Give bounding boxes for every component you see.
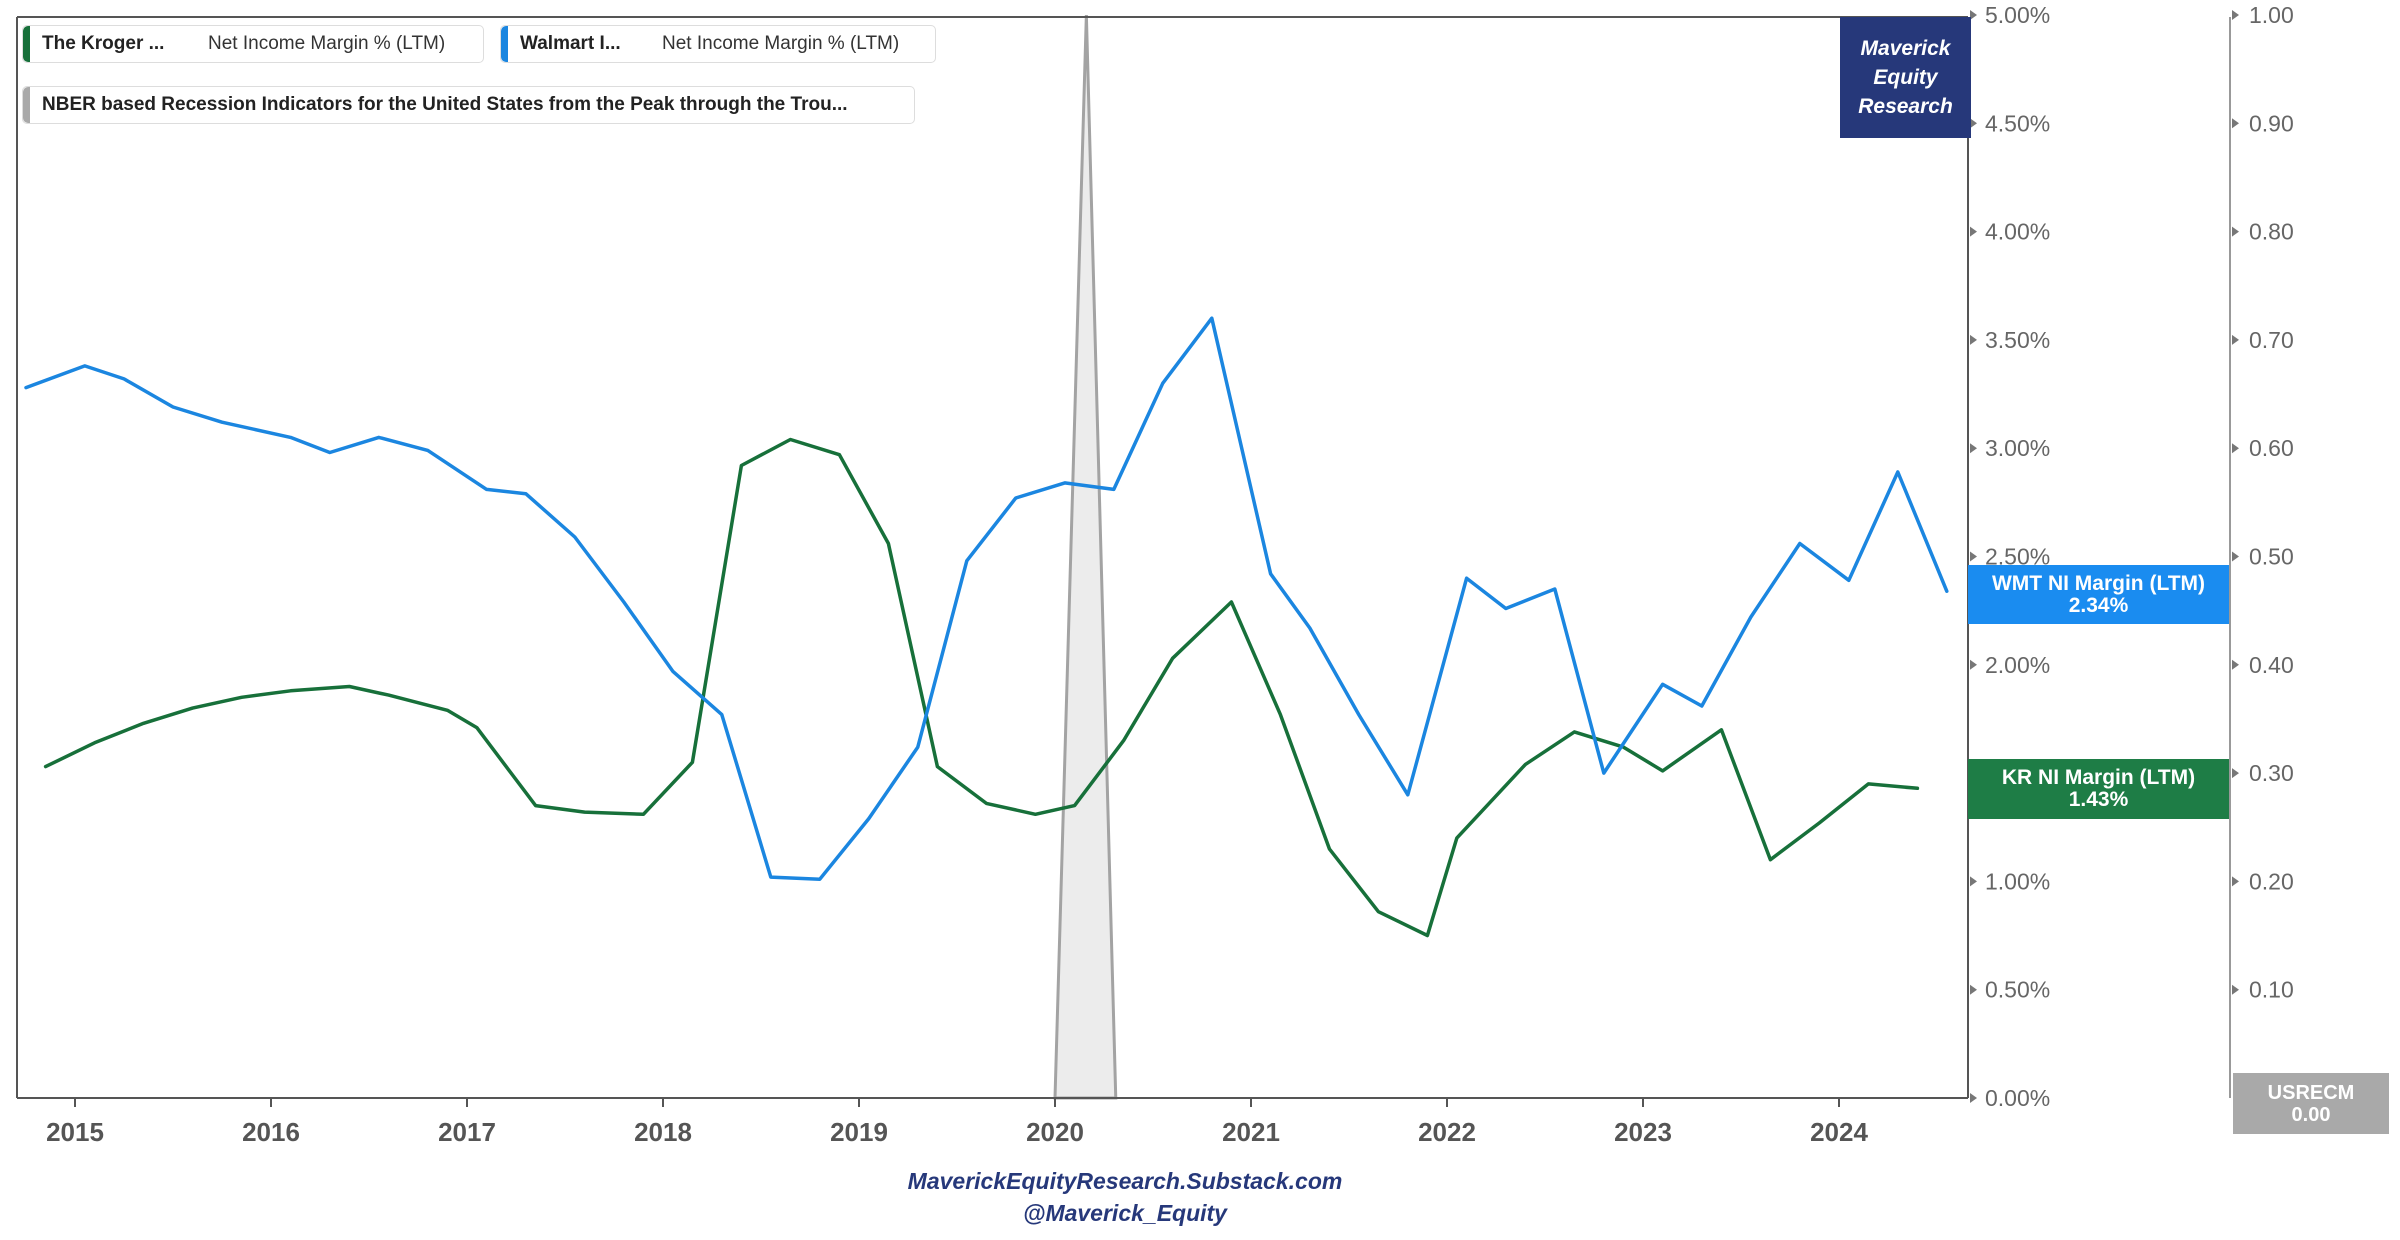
- x-tick-label: 2016: [242, 1117, 300, 1147]
- right-tick-mark: [2232, 443, 2239, 454]
- right-tick-label: 0.20: [2249, 868, 2294, 894]
- x-tick-label: 2022: [1418, 1117, 1476, 1147]
- right-tick-mark: [2232, 10, 2239, 20]
- x-tick-label: 2017: [438, 1117, 496, 1147]
- axes: 2015 2016 2017 2018 2019 2020 2021 2022 2023 2024…: [16, 2, 2294, 1147]
- recession-shading: [1053, 14, 1118, 1100]
- brand-line: Equity: [1873, 66, 1938, 89]
- legend-swatch-walmart: [501, 26, 508, 62]
- left-tick-mark: [1970, 226, 1977, 237]
- right-tick-mark: [2232, 984, 2239, 995]
- left-tick-label: 3.50%: [1985, 327, 2050, 353]
- legend-series-name: NBER based Recession Indicators for the …: [42, 94, 848, 115]
- left-tick-mark: [1970, 443, 1977, 454]
- legend-item-walmart[interactable]: Walmart I... Net Income Margin % (LTM): [500, 25, 936, 63]
- right-tick-label: 0.60: [2249, 435, 2294, 461]
- x-tick-label: 2020: [1026, 1117, 1084, 1147]
- right-tick-label: 0.40: [2249, 652, 2294, 678]
- right-tick-label: 0.30: [2249, 760, 2294, 786]
- x-tick-label: 2021: [1222, 1117, 1280, 1147]
- footer-site: MaverickEquityResearch.Substack.com: [907, 1168, 1343, 1194]
- x-tick-label: 2024: [1810, 1117, 1868, 1147]
- left-tick-label: 0.00%: [1985, 1085, 2050, 1111]
- footer-handle: @Maverick_Equity: [1023, 1200, 1227, 1226]
- legend-metric-name: Net Income Margin % (LTM): [208, 33, 446, 54]
- left-tick-mark: [1970, 334, 1977, 345]
- left-tick-label: 4.00%: [1985, 219, 2050, 245]
- walmart-line: [24, 316, 1949, 881]
- kr-tag-value: 1.43%: [2068, 788, 2129, 811]
- left-tick-label: 1.00%: [1985, 868, 2050, 894]
- left-tick-label: 2.00%: [1985, 652, 2050, 678]
- legend-swatch-kroger: [23, 26, 30, 62]
- series-lines: [24, 316, 1949, 938]
- right-tick-mark: [2232, 876, 2239, 887]
- left-tick-mark: [1970, 876, 1977, 887]
- recession-band: [1053, 14, 1118, 1100]
- legend-item-recession[interactable]: NBER based Recession Indicators for the …: [22, 86, 915, 124]
- legend-item-kroger[interactable]: The Kroger ... Net Income Margin % (LTM): [22, 25, 484, 63]
- wmt-tag-value: 2.34%: [2068, 593, 2129, 617]
- left-tick-mark: [1970, 10, 1977, 20]
- left-tick-mark: [1970, 1093, 1977, 1103]
- left-tick-mark: [1970, 551, 1977, 562]
- brand-line: Maverick: [1860, 37, 1951, 60]
- x-tick-label: 2018: [634, 1117, 692, 1147]
- right-tick-label: 0.50: [2249, 544, 2294, 570]
- brand-line: Research: [1858, 95, 1953, 118]
- kroger-line: [43, 437, 1920, 938]
- usrecm-tag-value: 0.00: [2291, 1103, 2331, 1126]
- right-tick-label: 0.80: [2249, 219, 2294, 245]
- legend-swatch-recession: [23, 87, 30, 123]
- x-tick-label: 2019: [830, 1117, 888, 1147]
- right-tick-mark: [2232, 659, 2239, 670]
- left-tick-label: 5.00%: [1985, 2, 2050, 28]
- legend-series-name: The Kroger ...: [42, 33, 165, 54]
- left-tick-label: 4.50%: [1985, 110, 2050, 136]
- right-tick-label: 0.90: [2249, 110, 2294, 136]
- wmt-value-tag: WMT NI Margin (LTM) 2.34%: [1968, 565, 2229, 624]
- usrecm-tag-label: USRECM: [2267, 1081, 2355, 1104]
- kr-tag-label: KR NI Margin (LTM): [2001, 766, 2196, 789]
- right-tick-mark: [2232, 768, 2239, 779]
- left-tick-label: 0.50%: [1985, 977, 2050, 1003]
- right-tick-mark: [2232, 551, 2239, 562]
- left-tick-label: 3.00%: [1985, 435, 2050, 461]
- brand-logo: Maverick Equity Research: [1840, 17, 1971, 138]
- left-tick-mark: [1970, 984, 1977, 995]
- right-tick-label: 1.00: [2249, 2, 2294, 28]
- right-tick-mark: [2232, 226, 2239, 237]
- right-tick-label: 0.10: [2249, 977, 2294, 1003]
- right-tick-mark: [2232, 334, 2239, 345]
- usrecm-value-tag: USRECM 0.00: [2233, 1073, 2389, 1134]
- legend-series-name: Walmart I...: [520, 33, 621, 54]
- x-tick-label: 2015: [46, 1117, 104, 1147]
- kr-value-tag: KR NI Margin (LTM) 1.43%: [1968, 759, 2229, 819]
- right-tick-mark: [2232, 118, 2239, 129]
- right-tick-label: 0.70: [2249, 327, 2294, 353]
- wmt-tag-label: WMT NI Margin (LTM): [1991, 571, 2206, 595]
- x-tick-label: 2023: [1614, 1117, 1672, 1147]
- left-tick-mark: [1970, 659, 1977, 670]
- left-tick-mark: [1970, 118, 1977, 129]
- legend-metric-name: Net Income Margin % (LTM): [662, 33, 900, 54]
